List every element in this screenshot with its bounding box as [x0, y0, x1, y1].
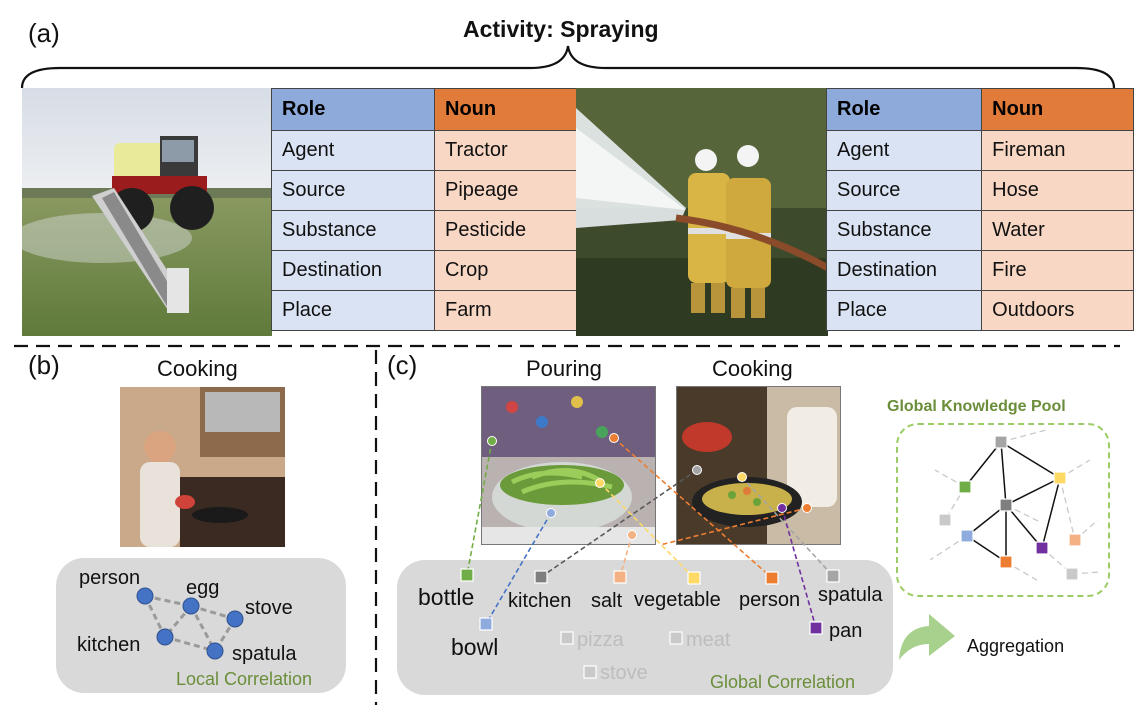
global-correlation-caption: Global Correlation	[710, 672, 856, 692]
word-vegetable: vegetable	[634, 589, 721, 611]
person-square	[765, 571, 779, 585]
tractor-photo	[22, 88, 272, 336]
node-spatula	[206, 642, 224, 660]
noun-cell: Fire	[981, 250, 1134, 291]
role-cell: Destination	[271, 250, 435, 291]
word-salt: salt	[591, 590, 623, 612]
spatula-square	[826, 569, 840, 583]
panel-b-label: (b)	[28, 350, 60, 380]
word-kitchen: kitchen	[508, 590, 572, 612]
local-node-kitchen: kitchen	[77, 634, 141, 656]
vegetable-square	[687, 571, 701, 585]
noun-cell: Water	[981, 210, 1134, 251]
global-knowledge-pool-title: Global Knowledge Pool	[887, 398, 1066, 415]
role-cell: Place	[271, 290, 435, 331]
role-table-2: Role Noun Agent Fireman Source Hose Substa…	[825, 88, 1134, 331]
word-pizza: pizza	[577, 629, 624, 651]
noun-cell: Outdoors	[981, 290, 1134, 331]
kitchen-square	[534, 570, 548, 584]
role-cell: Agent	[271, 130, 435, 171]
role-cell: Source	[271, 170, 435, 211]
node-stove	[226, 610, 244, 628]
word-bowl: bowl	[451, 634, 499, 660]
role-cell: Substance	[271, 210, 435, 251]
bowl-square	[479, 617, 493, 631]
node-kitchen	[156, 628, 174, 646]
firemen-photo	[576, 88, 828, 336]
stirfry-photo	[676, 386, 841, 545]
noun-cell: Pesticide	[434, 210, 598, 251]
pizza-square	[560, 631, 574, 645]
local-node-spatula: spatula	[232, 643, 297, 665]
pan-square	[809, 621, 823, 635]
role-cell: Substance	[825, 210, 983, 251]
word-person: person	[739, 589, 801, 611]
global-knowledge-pool	[896, 423, 1110, 597]
meat-square	[669, 631, 683, 645]
activity-brace	[20, 45, 1116, 89]
noun-header: Noun	[434, 88, 598, 131]
word-meat: meat	[686, 629, 731, 651]
salt-square	[613, 570, 627, 584]
role-table-1: Role Noun Agent Tractor Source Pipeage Sub…	[271, 88, 598, 331]
role-header: Role	[271, 88, 435, 131]
activity-title: Activity: Spraying	[463, 16, 659, 42]
local-node-person: person	[79, 567, 141, 589]
local-node-stove: stove	[245, 597, 293, 619]
role-cell: Place	[825, 290, 983, 331]
local-node-egg: egg	[186, 577, 220, 599]
word-pan: pan	[829, 620, 863, 642]
pouring-title: Pouring	[526, 356, 602, 381]
noun-cell: Crop	[434, 250, 598, 291]
cooking-title: Cooking	[712, 356, 793, 381]
role-header: Role	[825, 88, 983, 131]
pouring-photo	[481, 386, 656, 545]
local-correlation-caption: Local Correlation	[176, 669, 313, 689]
node-person	[136, 587, 154, 605]
word-spatula: spatula	[818, 584, 883, 606]
aggregation-label: Aggregation	[967, 636, 1065, 656]
panel-a-label: (a)	[28, 18, 60, 48]
panel-b-title: Cooking	[157, 356, 238, 381]
role-cell: Destination	[825, 250, 983, 291]
noun-cell: Tractor	[434, 130, 598, 171]
boy-cooking-photo	[120, 387, 285, 547]
bottle-square	[460, 568, 474, 582]
node-egg	[182, 597, 200, 615]
aggregation-arrow-icon	[899, 614, 955, 660]
stove-square	[583, 665, 597, 679]
noun-cell: Fireman	[981, 130, 1134, 171]
word-stove: stove	[600, 662, 648, 684]
role-cell: Source	[825, 170, 983, 211]
noun-cell: Pipeage	[434, 170, 598, 211]
panel-c-label: (c)	[387, 350, 418, 380]
word-bottle: bottle	[418, 584, 475, 610]
